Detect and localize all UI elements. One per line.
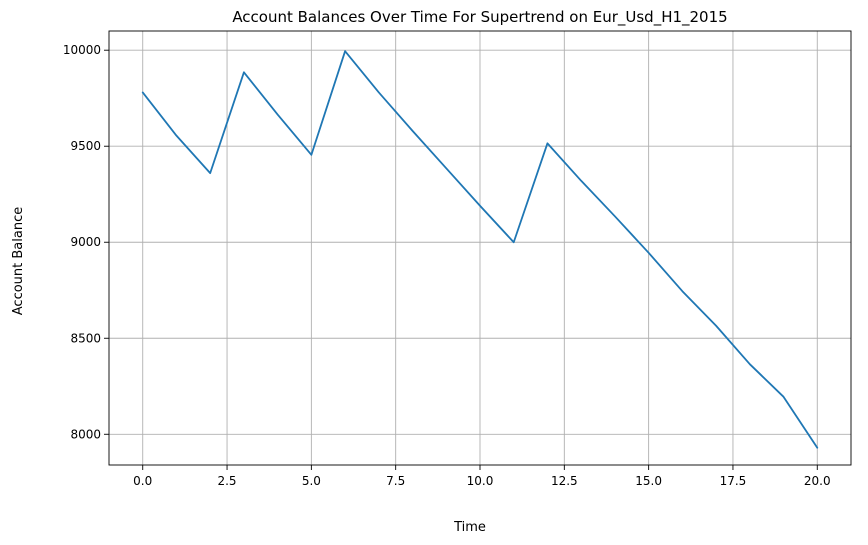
series-line-0 <box>141 50 819 449</box>
x-tick-label: 10.0 <box>467 474 494 488</box>
series-layer <box>141 50 819 449</box>
y-tick-label: 10000 <box>63 43 101 57</box>
x-tick-label: 12.5 <box>551 474 578 488</box>
x-tick-label: 17.5 <box>720 474 747 488</box>
axis-ticks: 0.0 2.5 5.0 7.5 10.0 12.5 15.0 17.5 20.0 8000 8500… <box>63 43 831 488</box>
x-tick-label: 15.0 <box>635 474 662 488</box>
x-tick-label: 5.0 <box>302 474 321 488</box>
x-tick-label: 20.0 <box>804 474 831 488</box>
y-tick-label: 8500 <box>70 331 101 345</box>
x-axis-label: Time <box>453 520 486 535</box>
y-tick-label: 9500 <box>70 139 101 153</box>
grid-lines <box>109 31 851 465</box>
y-tick-label: 8000 <box>70 427 101 441</box>
x-tick-label: 2.5 <box>217 474 236 488</box>
x-tick-label: 0.0 <box>133 474 152 488</box>
x-tick-label: 7.5 <box>386 474 405 488</box>
y-tick-label: 9000 <box>70 235 101 249</box>
chart-title: Account Balances Over Time For Supertren… <box>232 8 727 27</box>
y-axis-label: Account Balance <box>11 207 26 315</box>
